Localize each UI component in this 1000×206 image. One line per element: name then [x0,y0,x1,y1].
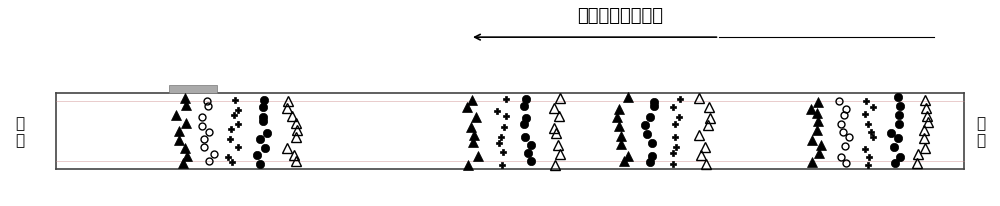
Text: 出
口: 出 口 [15,115,24,147]
Text: 样品组分迁移方向: 样品组分迁移方向 [577,7,663,25]
Text: 进
口: 进 口 [976,115,985,147]
FancyBboxPatch shape [169,85,217,94]
